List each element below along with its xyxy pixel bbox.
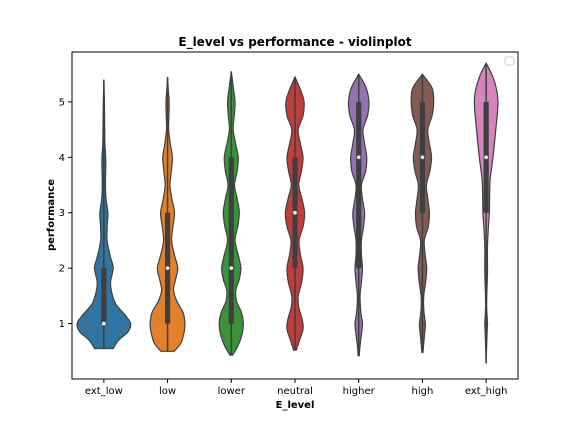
violin-iqr-box-higher bbox=[356, 101, 362, 269]
x-tick-label: ext_high bbox=[465, 386, 508, 397]
y-tick-label: 1 bbox=[59, 319, 65, 330]
y-tick-label: 4 bbox=[59, 153, 65, 164]
chart-title: E_level vs performance - violinplot bbox=[178, 35, 412, 50]
violin-layer bbox=[76, 61, 499, 364]
x-axis-label: E_level bbox=[276, 400, 315, 411]
violin-iqr-box-ext_low bbox=[101, 268, 107, 324]
legend-box bbox=[504, 56, 515, 66]
x-tick-label: lower bbox=[218, 386, 246, 397]
violin-median-high bbox=[420, 155, 425, 160]
violin-median-higher bbox=[356, 155, 361, 160]
violin-iqr-box-lower bbox=[228, 157, 234, 324]
y-tick-label: 5 bbox=[59, 97, 65, 108]
y-axis-label: performance bbox=[46, 179, 57, 251]
x-tick-label: neutral bbox=[277, 386, 313, 397]
y-tick-label: 2 bbox=[59, 264, 65, 275]
x-tick-label: higher bbox=[343, 386, 376, 397]
x-axis: ext_low low lower neutral higher high ext_high bbox=[85, 379, 508, 397]
violin-median-neutral bbox=[293, 210, 297, 215]
violin-median-ext_high bbox=[484, 155, 488, 160]
x-tick-label: low bbox=[159, 386, 176, 397]
x-tick-label: high bbox=[412, 386, 434, 397]
violin-median-low bbox=[165, 266, 170, 270]
y-axis: 1 2 3 4 5 bbox=[59, 97, 72, 330]
y-tick-label: 3 bbox=[59, 208, 65, 219]
violin-median-lower bbox=[229, 266, 234, 270]
violin-median-ext_low bbox=[102, 321, 106, 326]
x-tick-label: ext_low bbox=[85, 386, 123, 397]
